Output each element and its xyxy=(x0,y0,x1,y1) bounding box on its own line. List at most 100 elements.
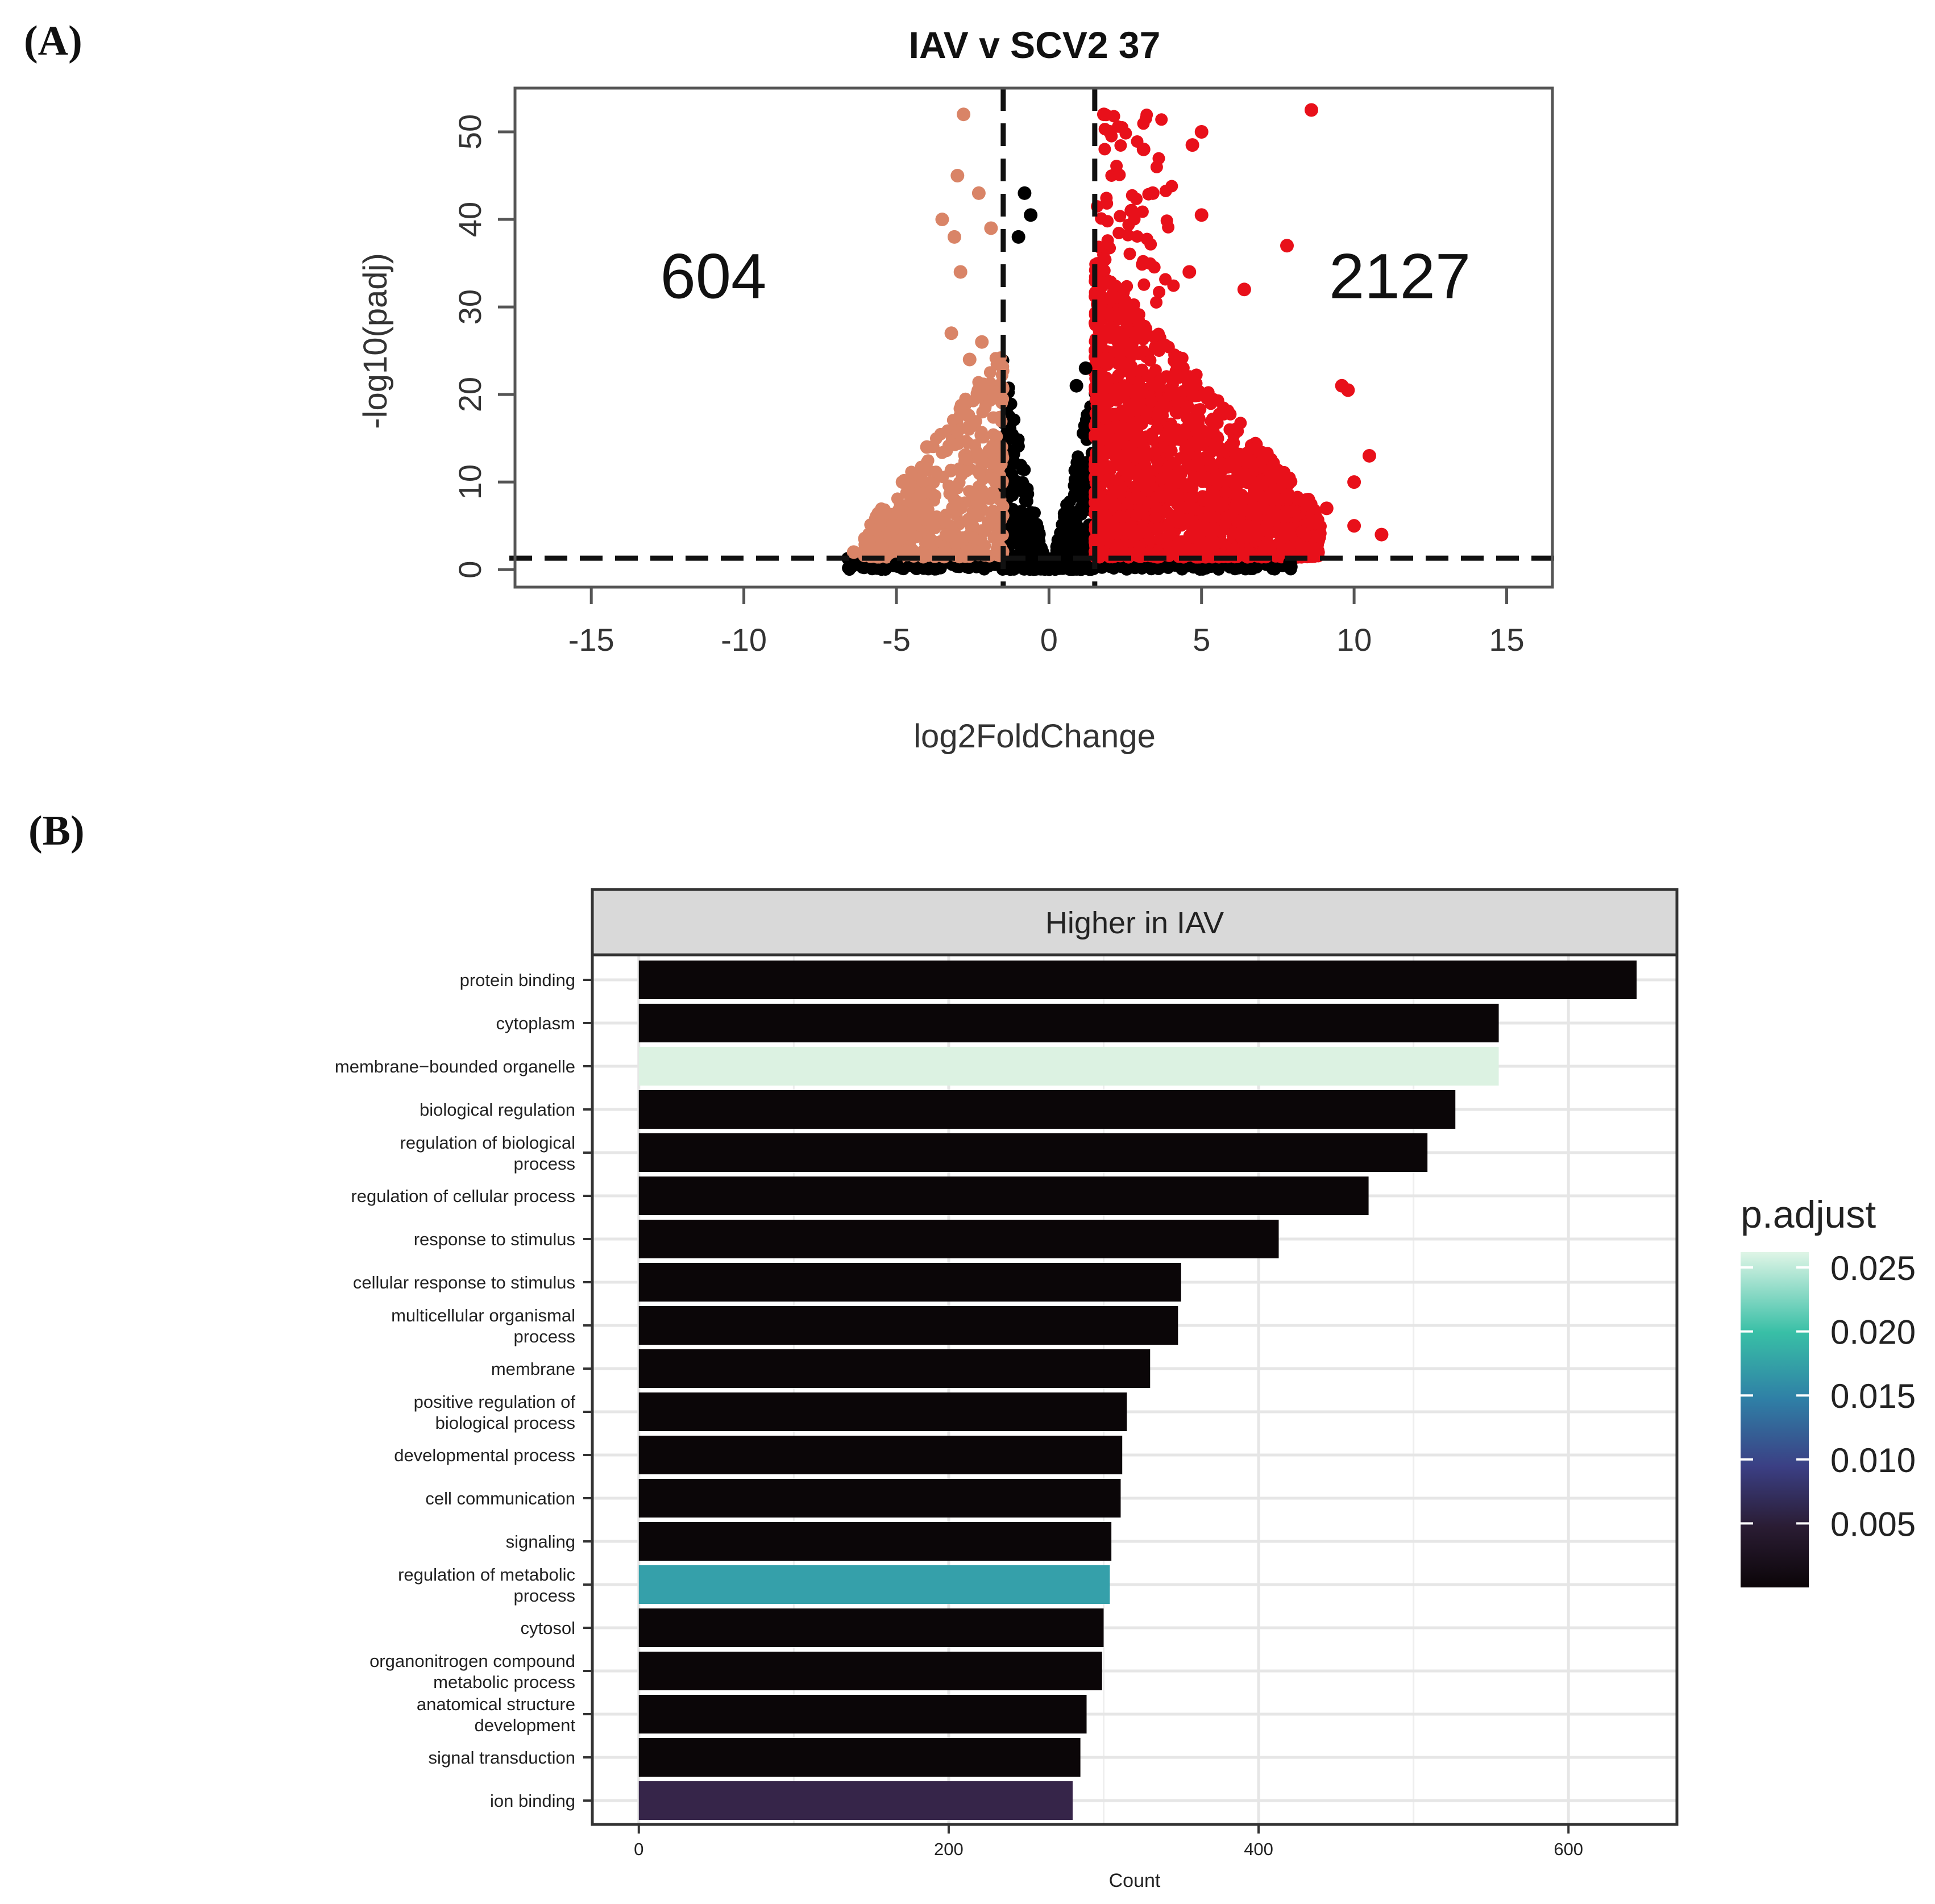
bar xyxy=(638,1090,1456,1129)
volcano-point-down xyxy=(966,488,979,501)
legend-colorbar xyxy=(1741,1252,1809,1587)
category-label: regulation of metabolic process xyxy=(398,1565,575,1606)
volcano-point-down xyxy=(921,549,935,562)
bar-y-axis: protein binding cytoplasm membrane−bounded… xyxy=(335,970,592,1811)
volcano-point-down xyxy=(920,456,933,469)
volcano-point-ns xyxy=(1070,490,1083,503)
volcano-point-ns xyxy=(1057,558,1070,571)
legend-title: p.adjust xyxy=(1741,1193,1876,1236)
bar xyxy=(638,1695,1087,1733)
volcano-point-down xyxy=(977,377,990,390)
volcano-point-ns xyxy=(1075,501,1088,514)
volcano-point-ns xyxy=(1135,562,1148,575)
volcano-point-down xyxy=(934,427,947,440)
bar xyxy=(638,1004,1499,1042)
volcano-point-down xyxy=(951,426,964,439)
bar xyxy=(638,1220,1279,1258)
x-tick-label: 600 xyxy=(1554,1839,1583,1859)
volcano-point-ns xyxy=(1028,562,1041,575)
legend-tick-label: 0.015 xyxy=(1830,1377,1916,1415)
volcano-point-down xyxy=(901,487,914,499)
volcano-point-down xyxy=(943,529,956,542)
bar xyxy=(638,1522,1112,1561)
legend-tick-label: 0.005 xyxy=(1830,1505,1916,1543)
category-label: positive regulation of biological process xyxy=(414,1392,576,1433)
volcano-point-ns xyxy=(1060,498,1073,512)
volcano-point-down xyxy=(983,366,996,379)
legend-tick-label: 0.020 xyxy=(1830,1313,1916,1352)
volcano-point-ns xyxy=(1266,562,1279,575)
x-tick-label: 0 xyxy=(634,1839,643,1859)
bar xyxy=(638,1306,1178,1345)
volcano-point-down xyxy=(879,507,892,520)
volcano-point-ns xyxy=(1014,480,1027,493)
volcano-point-down xyxy=(952,548,965,561)
category-label: multicellular organismal process xyxy=(391,1306,575,1346)
volcano-point-down xyxy=(978,539,991,552)
category-label: cellular response to stimulus xyxy=(353,1273,575,1292)
volcano-point-ns xyxy=(1020,509,1033,522)
category-label: organonitrogen compound metabolic process xyxy=(369,1651,575,1692)
bar xyxy=(638,1608,1104,1647)
volcano-point-down xyxy=(891,492,904,505)
volcano-point-down xyxy=(996,529,1009,542)
bar xyxy=(638,1392,1127,1431)
volcano-point-down xyxy=(888,541,902,554)
volcano-point-down xyxy=(987,428,1000,441)
category-label: regulation of biological process xyxy=(400,1133,576,1174)
category-label: membrane−bounded organelle xyxy=(335,1057,575,1076)
volcano-point-down xyxy=(946,483,959,496)
panel-a-label: (A) xyxy=(24,18,82,64)
volcano-point-down xyxy=(985,457,998,470)
volcano-point-down xyxy=(960,453,973,465)
volcano-point-down xyxy=(967,394,980,408)
volcano-point-down xyxy=(966,508,979,521)
volcano-point-down xyxy=(975,489,989,502)
volcano-point-ns xyxy=(1077,427,1089,440)
bar xyxy=(638,1781,1073,1820)
volcano-point-down xyxy=(892,504,905,517)
volcano-point-down xyxy=(929,465,942,479)
volcano-point-down xyxy=(923,535,936,548)
volcano-point-down xyxy=(917,487,930,500)
category-label: signal transduction xyxy=(429,1748,576,1768)
volcano-point-ns xyxy=(999,430,1012,443)
legend-tick-label: 0.025 xyxy=(1830,1249,1916,1287)
bar xyxy=(638,1133,1428,1172)
bar xyxy=(638,1479,1121,1518)
category-label: anatomical structure development xyxy=(417,1694,576,1735)
volcano-point-down xyxy=(948,499,961,512)
volcano-point-ns xyxy=(1069,558,1082,571)
volcano-point-down xyxy=(970,445,983,458)
volcano-plot: IAV v SCV2 37 -15 -10 -5 0 5 10 1501020304050 … xyxy=(357,24,1558,755)
volcano-point-ns xyxy=(950,560,963,573)
volcano-point-ns xyxy=(1031,518,1044,531)
volcano-point-ns xyxy=(1212,563,1225,576)
volcano-point-ns xyxy=(1019,494,1032,507)
volcano-point-down xyxy=(874,537,887,550)
category-label: response to stimulus xyxy=(414,1229,575,1249)
volcano-point-ns xyxy=(982,559,995,572)
volcano-point-down xyxy=(983,394,996,407)
category-label: regulation of cellular process xyxy=(351,1186,575,1206)
x-tick-label: 200 xyxy=(934,1839,964,1859)
volcano-point-ns xyxy=(1015,559,1028,572)
bar-x-axis-label: Count xyxy=(1109,1870,1161,1891)
volcano-point-ns xyxy=(1031,541,1044,554)
volcano-point-down xyxy=(969,415,982,428)
bar xyxy=(638,1047,1499,1086)
volcano-point-down xyxy=(929,489,942,502)
bar xyxy=(638,1349,1151,1388)
legend-tick-label: 0.010 xyxy=(1830,1441,1916,1479)
volcano-point-ns xyxy=(1077,463,1090,476)
p-adjust-legend: p.adjust 0.025 0.020 0.015 0.010 0.005 xyxy=(1741,1193,1916,1587)
volcano-point-down xyxy=(952,437,965,450)
x-tick-label: 400 xyxy=(1244,1839,1273,1859)
volcano-point-ns xyxy=(1008,413,1021,426)
volcano-point-down xyxy=(964,463,977,475)
volcano-point-down xyxy=(954,398,968,411)
bar xyxy=(638,1436,1123,1474)
facet-title: Higher in IAV xyxy=(1045,906,1224,940)
volcano-point-ns xyxy=(1030,527,1043,540)
